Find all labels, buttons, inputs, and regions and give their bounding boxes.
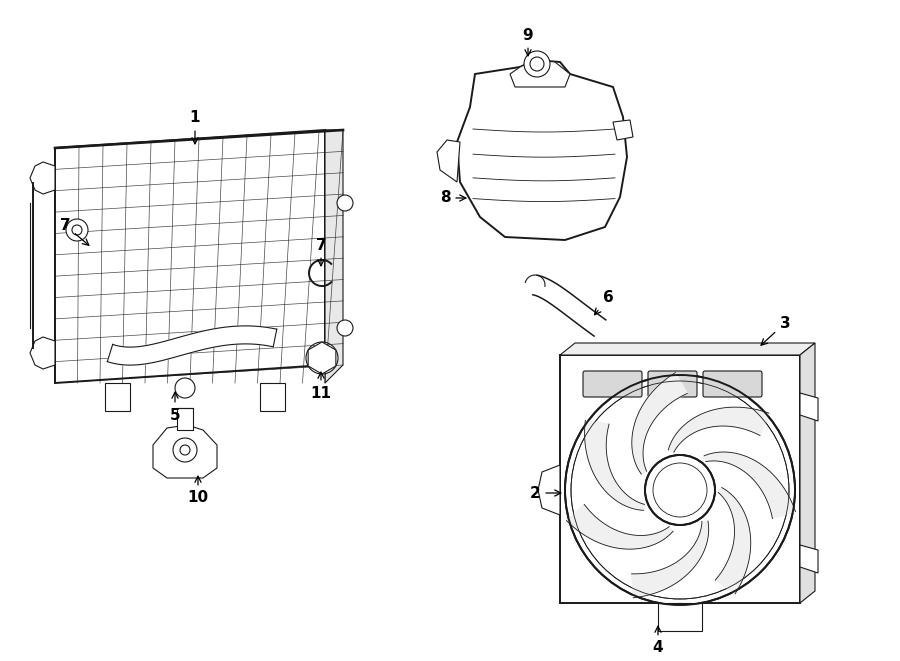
- Polygon shape: [716, 488, 751, 594]
- Polygon shape: [107, 326, 277, 365]
- Polygon shape: [308, 342, 336, 374]
- Polygon shape: [669, 407, 769, 452]
- Polygon shape: [658, 603, 702, 631]
- Circle shape: [314, 350, 330, 366]
- FancyBboxPatch shape: [177, 408, 193, 430]
- Polygon shape: [632, 521, 708, 598]
- Circle shape: [337, 320, 353, 336]
- Text: 10: 10: [187, 476, 209, 506]
- Circle shape: [173, 438, 197, 462]
- Polygon shape: [800, 393, 818, 421]
- Polygon shape: [325, 130, 343, 383]
- Circle shape: [306, 342, 338, 374]
- Polygon shape: [510, 60, 570, 87]
- Circle shape: [565, 375, 795, 605]
- Polygon shape: [632, 373, 688, 474]
- Polygon shape: [585, 420, 644, 510]
- Text: 5: 5: [170, 392, 180, 422]
- Text: 4: 4: [652, 626, 663, 656]
- Polygon shape: [533, 275, 606, 336]
- Circle shape: [530, 57, 544, 71]
- Polygon shape: [560, 355, 800, 603]
- Circle shape: [180, 445, 190, 455]
- Text: 11: 11: [310, 372, 331, 401]
- Polygon shape: [566, 504, 673, 549]
- Polygon shape: [30, 337, 55, 369]
- Polygon shape: [30, 162, 55, 194]
- Polygon shape: [457, 60, 627, 240]
- Polygon shape: [800, 545, 818, 573]
- Polygon shape: [538, 465, 560, 515]
- Circle shape: [645, 455, 715, 525]
- Circle shape: [72, 225, 82, 235]
- Polygon shape: [55, 130, 325, 383]
- Polygon shape: [260, 383, 285, 411]
- Polygon shape: [704, 452, 796, 519]
- Circle shape: [175, 378, 195, 398]
- Polygon shape: [613, 120, 633, 140]
- Circle shape: [524, 51, 550, 77]
- FancyBboxPatch shape: [648, 371, 697, 397]
- Text: 7: 7: [59, 217, 89, 245]
- Polygon shape: [105, 383, 130, 411]
- Text: 2: 2: [529, 485, 561, 500]
- FancyBboxPatch shape: [703, 371, 762, 397]
- Text: 3: 3: [761, 315, 790, 345]
- Polygon shape: [800, 343, 815, 603]
- Text: 7: 7: [316, 237, 327, 266]
- Polygon shape: [560, 343, 815, 355]
- Text: 9: 9: [523, 28, 534, 56]
- Text: 8: 8: [440, 190, 466, 206]
- Polygon shape: [153, 425, 217, 478]
- Circle shape: [337, 195, 353, 211]
- Text: 1: 1: [190, 110, 200, 144]
- Circle shape: [66, 219, 88, 241]
- Text: 6: 6: [595, 290, 614, 315]
- Polygon shape: [437, 140, 460, 182]
- FancyBboxPatch shape: [583, 371, 642, 397]
